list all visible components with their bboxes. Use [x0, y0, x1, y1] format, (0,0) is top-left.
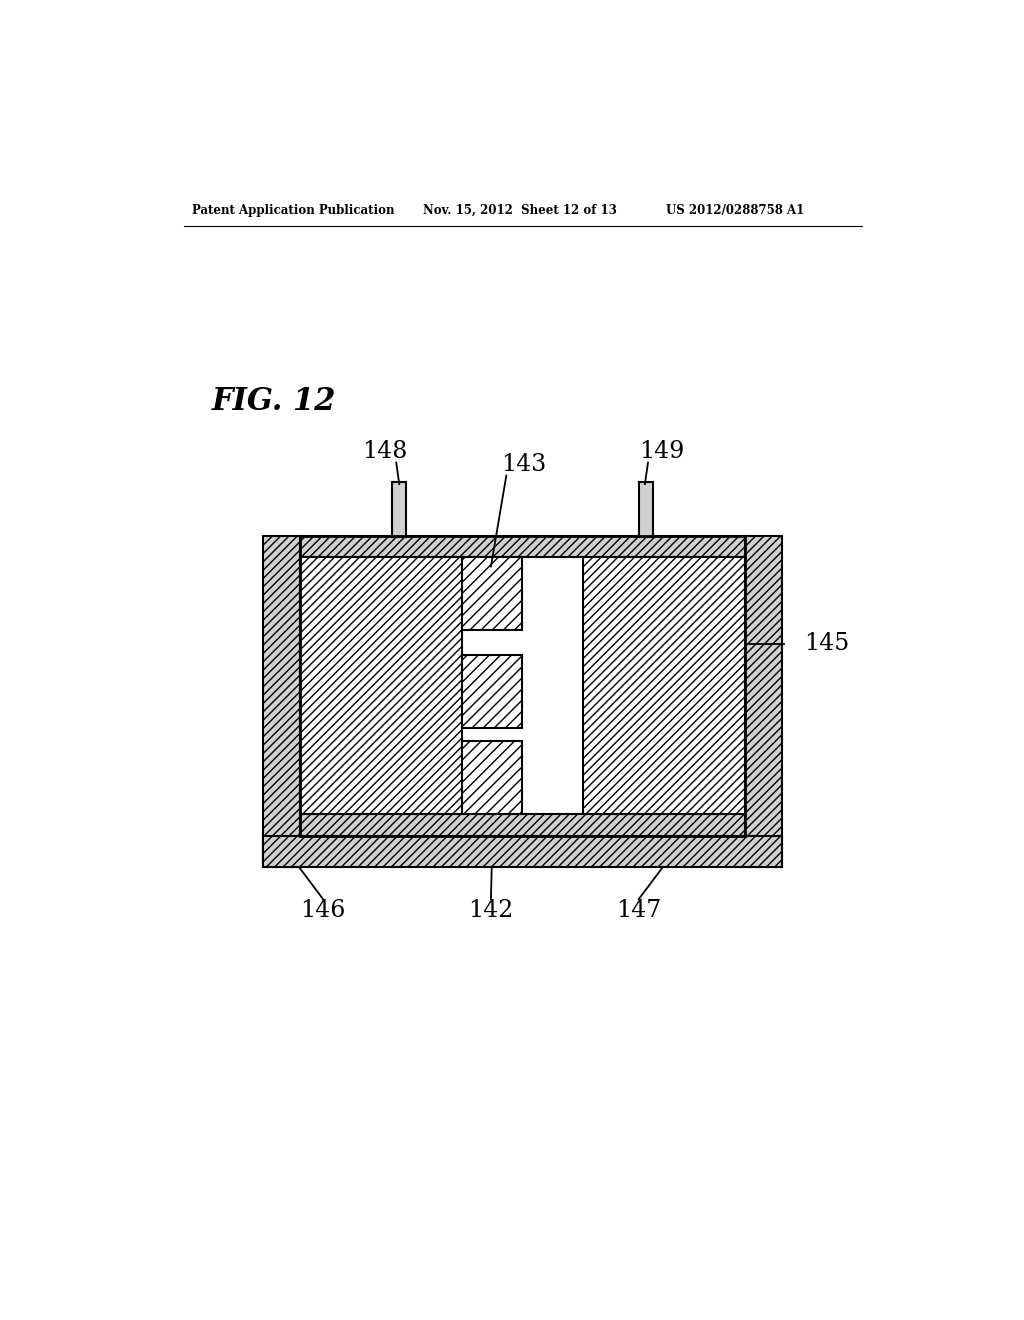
Bar [263, 836, 782, 867]
Text: 147: 147 [616, 899, 662, 923]
Text: US 2012/0288758 A1: US 2012/0288758 A1 [666, 205, 804, 218]
Bar [300, 557, 462, 814]
Bar [263, 536, 300, 867]
Bar [462, 655, 521, 729]
Bar [392, 482, 407, 537]
Bar [745, 536, 782, 867]
Text: 148: 148 [361, 440, 408, 462]
Bar [462, 742, 521, 814]
Bar [300, 536, 745, 836]
Text: 149: 149 [639, 440, 685, 462]
Text: 145: 145 [804, 632, 850, 655]
Text: Nov. 15, 2012  Sheet 12 of 13: Nov. 15, 2012 Sheet 12 of 13 [423, 205, 617, 218]
Text: 142: 142 [468, 899, 514, 923]
Bar [584, 557, 745, 814]
Text: 146: 146 [300, 899, 346, 923]
Bar [300, 536, 745, 557]
Bar [462, 557, 521, 631]
Bar [639, 482, 652, 537]
Text: FIG. 12: FIG. 12 [211, 385, 336, 417]
Bar [300, 814, 745, 836]
Text: Patent Application Publication: Patent Application Publication [193, 205, 394, 218]
Text: 143: 143 [501, 453, 546, 475]
